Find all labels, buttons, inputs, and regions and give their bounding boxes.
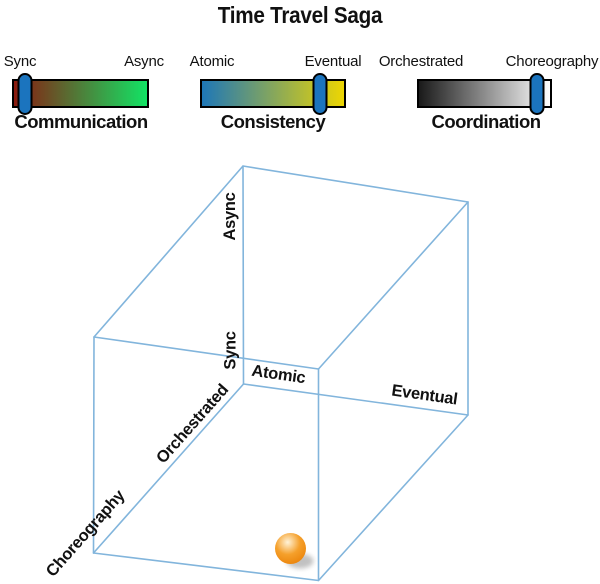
coordination-slider-thumb[interactable] (529, 72, 545, 115)
cube-inner-edge-top-left (93, 336, 320, 370)
coordination-max-label: Choreography (505, 53, 599, 70)
consistency-slider-thumb[interactable] (312, 72, 328, 115)
consistency-min-label: Atomic (189, 53, 235, 70)
saga-point (275, 533, 306, 564)
coordination-min-label: Orchestrated (378, 53, 464, 70)
communication-axis-edge (242, 165, 245, 385)
axis-label-sync: Sync (222, 331, 240, 369)
coordination-slider-name: Coordination (431, 111, 541, 132)
axis-label-orchestrated: Orchestrated (153, 381, 232, 467)
axis-label-choreography: Choreography (43, 486, 130, 581)
communication-slider-track[interactable] (12, 79, 149, 108)
cube-edges (92, 165, 469, 582)
axis-label-eventual: Eventual (390, 381, 458, 408)
communication-slider-name: Communication (14, 111, 148, 132)
consistency-slider-name: Consistency (220, 111, 326, 132)
figure-title: Time Travel Saga (217, 2, 383, 28)
consistency-max-label: Eventual (304, 53, 362, 70)
communication-max-label: Async (124, 53, 164, 70)
axis-label-async: Async (221, 192, 239, 240)
coordination-axis-edge (92, 383, 245, 554)
communication-slider-thumb[interactable] (17, 72, 33, 115)
communication-min-label: Sync (3, 53, 37, 70)
consistency-axis-edge (242, 383, 469, 416)
cube-inner-edge-top-right (317, 201, 469, 370)
